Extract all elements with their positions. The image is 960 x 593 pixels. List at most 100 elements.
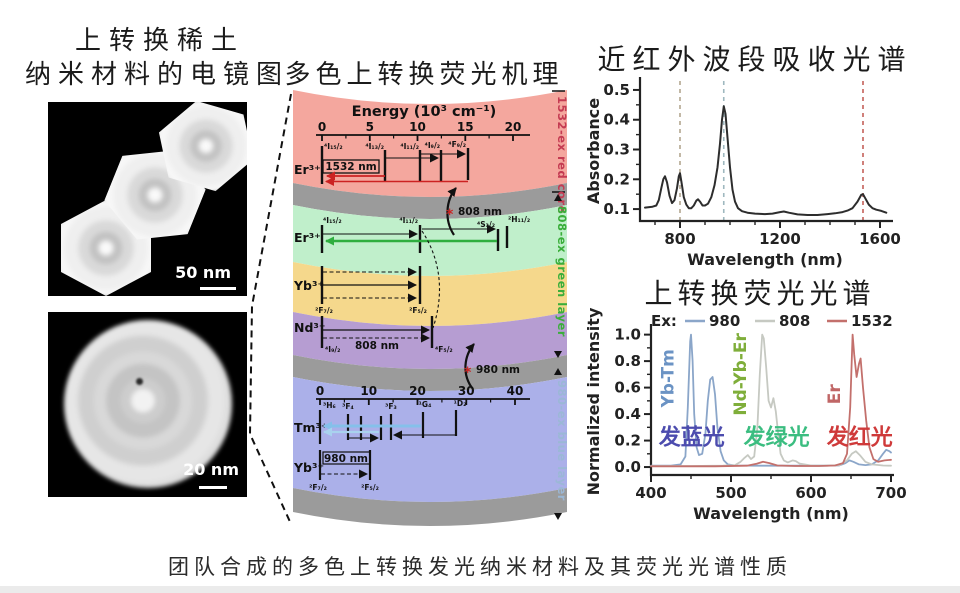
y-tick-label: 0.0 [614, 458, 641, 476]
dashed-line [248, 93, 292, 525]
scale-bar [200, 287, 236, 290]
side-arrow-up [554, 194, 562, 201]
y-tick-label: 0.2 [614, 432, 641, 450]
x-tick-label: 600 [795, 484, 826, 502]
pump-980-level-label: 980 nm [324, 453, 368, 465]
x-tick-label: 500 [715, 484, 746, 502]
ion-label-er-green: Er³⁺ [294, 230, 321, 245]
y-tick-label: 0.1 [603, 200, 630, 218]
left-panel-title-line1: 上转换稀土 [74, 26, 245, 56]
energy-axis-red-major-ticks [321, 135, 514, 141]
annotation: 发蓝光 [658, 425, 725, 451]
ion-label-yb-blue: Yb³⁺ [293, 460, 324, 475]
level-label: ²F₇/₂ [309, 483, 327, 492]
zoom-connector-dashes [248, 93, 292, 525]
mechanism-diagram: Energy (10³ cm⁻¹) 0 5 10 15 20 ⁴I₁₅/₂ ⁴I₁₃/₂… [293, 90, 569, 526]
pump-1532-label: 1532 nm [325, 161, 376, 173]
scale-bar-label: 20 nm [183, 460, 239, 479]
level-label: ⁴I₁₁/₂ [400, 142, 419, 151]
laser-star-808: * [446, 207, 454, 223]
level-label: ⁴F₅/₂ [435, 345, 453, 354]
legend-title: Ex: [651, 312, 677, 330]
left-panel-title-line2: 纳米材料的电镜图 [24, 60, 289, 90]
bottom-divider [0, 586, 960, 593]
y-tick-label: 0.5 [603, 81, 630, 99]
tick-label: 10 [360, 384, 377, 398]
side-arrow-down [554, 351, 562, 358]
absorbance-chart-title: 近红外波段吸收光谱 [597, 43, 913, 76]
ion-label-tm: Tm³⁺ [294, 420, 328, 435]
pump-808-level-label: 808 nm [355, 340, 399, 352]
er-red-level-bars [320, 146, 470, 184]
side-arrow-up [554, 368, 562, 375]
level-label: ⁴I₁₅/₂ [324, 142, 343, 151]
layer-separator-3 [293, 488, 567, 526]
annotation: 发红光 [826, 425, 893, 451]
pump-980-box [322, 451, 371, 465]
y-tick-label: 0.4 [614, 405, 641, 423]
level-label: ³F₃ [385, 402, 397, 411]
pump-808-curved-arrow [446, 187, 457, 236]
level-label: ³F₄ [342, 402, 354, 411]
tick-label: 15 [457, 120, 474, 134]
energy-axis-label: Energy (10³ cm⁻¹) [352, 104, 497, 120]
axes [638, 77, 893, 223]
layer-separator-1 [293, 183, 567, 219]
tick-label: 10 [409, 120, 426, 134]
dark-speck [136, 378, 143, 385]
level-label: ⁴I₉/₂ [425, 141, 440, 150]
level-label: ⁴I₁₅/₂ [323, 216, 342, 225]
pump-1532-box [322, 159, 380, 174]
side-label-red-core: 1532-ex red core [555, 96, 569, 214]
legend-label: 808 [779, 312, 810, 330]
x-axis-label: Wavelength (nm) [693, 504, 849, 523]
series-ex-808 [650, 333, 892, 467]
nd-level-bars [320, 316, 434, 348]
side-label-green-layer: 808-ex green layer [555, 206, 569, 337]
x-tick-label: 700 [875, 484, 906, 502]
tem-image-single-particle: 20 nm [48, 312, 247, 497]
tick-label: 0 [318, 120, 326, 134]
annotation: 发绿光 [743, 425, 810, 451]
nanoparticle [64, 320, 232, 488]
layer-purple-nd [293, 312, 567, 369]
upconversion-chart: 400 500 600 700 0.0 0.2 0.4 0.6 0.8 1.0 Ex: 980 808 1… [584, 307, 907, 523]
pump-980-label: 980 nm [476, 364, 520, 376]
level-label: ²F₇/₂ [315, 306, 333, 315]
annotation: Er [825, 384, 845, 405]
laser-star-980: * [464, 365, 472, 381]
x-tick-label: 1600 [859, 230, 901, 248]
figure-caption: 团队合成的多色上转换发光纳米材料及其荧光光谱性质 [168, 555, 792, 579]
layer-blue-tm [293, 377, 567, 502]
y-tick-label: 0.4 [603, 111, 630, 129]
level-label: ⁴S₃/₂ [477, 220, 495, 229]
er-green-level-bars [320, 225, 509, 253]
level-label: ³H₆ [323, 401, 336, 410]
side-label-blue-layer: 980-ex blue layer [555, 380, 569, 501]
pump-980-curved-arrow [464, 343, 475, 389]
tick-label: 20 [409, 384, 426, 398]
level-label: ⁴I₁₃/₂ [365, 142, 384, 151]
x-tick-label: 1200 [759, 230, 801, 248]
y-tick-label: 0.6 [614, 379, 641, 397]
side-arrow-down [554, 513, 562, 520]
level-label: ⁴I₁₁/₂ [399, 216, 418, 225]
tem-image-nanoparticles: 50 nm [48, 102, 247, 296]
energy-transfer-dashed-curve [421, 230, 440, 329]
scale-bar [199, 486, 227, 489]
mechanism-title: 多色上转换荧光机理 [284, 60, 564, 90]
energy-axis-blue-tick-labels: 0 10 20 30 40 [316, 384, 524, 398]
tick-label: 30 [458, 384, 475, 398]
x-tick-label: 400 [635, 484, 666, 502]
energy-axis-red-minor-ticks [345, 135, 490, 139]
level-label: ⁴I₉/₂ [325, 345, 340, 354]
yb-level-bars [320, 266, 422, 304]
tick-label: 5 [366, 120, 374, 134]
level-label: ¹G₄ [419, 400, 432, 409]
energy-axis-blue-major-ticks [319, 399, 516, 405]
tick-label: 20 [505, 120, 522, 134]
energy-axis-red-tick-labels: 0 5 10 15 20 [318, 120, 522, 134]
legend-label: 980 [709, 312, 740, 330]
